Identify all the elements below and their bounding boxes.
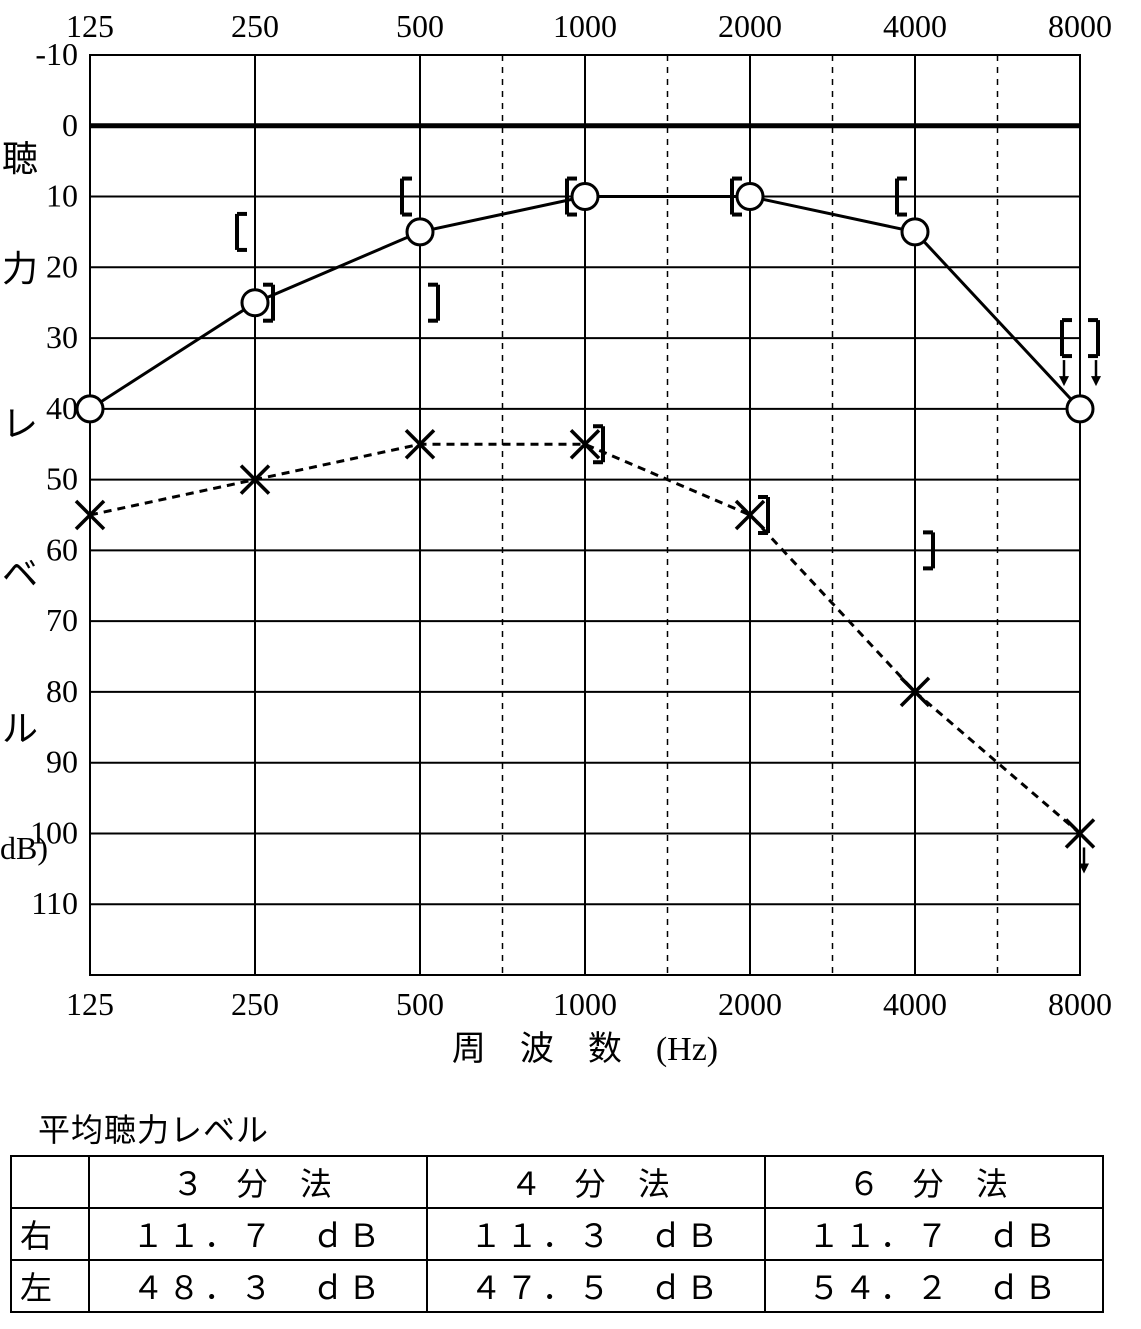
table-col-6: ６ 分 法	[765, 1156, 1103, 1208]
svg-text:20: 20	[46, 248, 78, 284]
svg-text:40: 40	[46, 390, 78, 426]
table-cell: １１．３ ｄＢ	[427, 1208, 765, 1260]
table-col-4: ４ 分 法	[427, 1156, 765, 1208]
average-table: ３ 分 法 ４ 分 法 ６ 分 法 右 １１．７ ｄＢ １１．３ ｄＢ １１．７…	[10, 1155, 1104, 1313]
y-label-char: 力	[2, 240, 38, 292]
y-label-char: 聴	[2, 130, 38, 182]
svg-text:90: 90	[46, 744, 78, 780]
svg-text:500: 500	[396, 986, 444, 1022]
svg-text:2000: 2000	[718, 986, 782, 1022]
table-cell: １１．７ ｄＢ	[765, 1208, 1103, 1260]
svg-text:125: 125	[66, 8, 114, 44]
average-table-section: 平均聴力レベル ３ 分 法 ４ 分 法 ６ 分 法 右 １１．７ ｄＢ １１．３…	[10, 1105, 1104, 1313]
svg-text:4000: 4000	[883, 986, 947, 1022]
ear-label: 右	[11, 1208, 89, 1260]
table-title: 平均聴力レベル	[38, 1105, 1104, 1151]
svg-text:250: 250	[231, 986, 279, 1022]
svg-text:70: 70	[46, 602, 78, 638]
y-label-char: レ	[2, 395, 38, 447]
y-label-char: ベ	[2, 545, 38, 597]
svg-text:8000: 8000	[1048, 8, 1112, 44]
y-unit-label: dB)	[0, 830, 48, 867]
svg-text:60: 60	[46, 531, 78, 567]
svg-text:80: 80	[46, 673, 78, 709]
svg-text:8000: 8000	[1048, 986, 1112, 1022]
svg-text:2000: 2000	[718, 8, 782, 44]
svg-text:500: 500	[396, 8, 444, 44]
table-row: 左 ４８．３ ｄＢ ４７．５ ｄＢ ５４．２ ｄＢ	[11, 1260, 1103, 1312]
table-cell: ４７．５ ｄＢ	[427, 1260, 765, 1312]
table-cell: ４８．３ ｄＢ	[89, 1260, 427, 1312]
table-cell: ５４．２ ｄＢ	[765, 1260, 1103, 1312]
table-col-3: ３ 分 法	[89, 1156, 427, 1208]
svg-text:250: 250	[231, 8, 279, 44]
table-row: 右 １１．７ ｄＢ １１．３ ｄＢ １１．７ ｄＢ	[11, 1208, 1103, 1260]
ear-label: 左	[11, 1260, 89, 1312]
svg-text:1000: 1000	[553, 986, 617, 1022]
audiogram-chart: -100102030405060708090100110125125250250…	[0, 0, 1141, 1090]
svg-text:0: 0	[62, 107, 78, 143]
svg-text:4000: 4000	[883, 8, 947, 44]
table-cell: １１．７ ｄＢ	[89, 1208, 427, 1260]
table-header-row: ３ 分 法 ４ 分 法 ６ 分 法	[11, 1156, 1103, 1208]
svg-text:125: 125	[66, 986, 114, 1022]
svg-text:10: 10	[46, 178, 78, 214]
svg-text:50: 50	[46, 461, 78, 497]
y-label-char: ル	[2, 700, 38, 752]
svg-text:1000: 1000	[553, 8, 617, 44]
svg-text:周 波 数 (Hz): 周 波 数 (Hz)	[452, 1030, 718, 1068]
svg-text:110: 110	[31, 885, 78, 921]
svg-text:30: 30	[46, 319, 78, 355]
table-corner	[11, 1156, 89, 1208]
